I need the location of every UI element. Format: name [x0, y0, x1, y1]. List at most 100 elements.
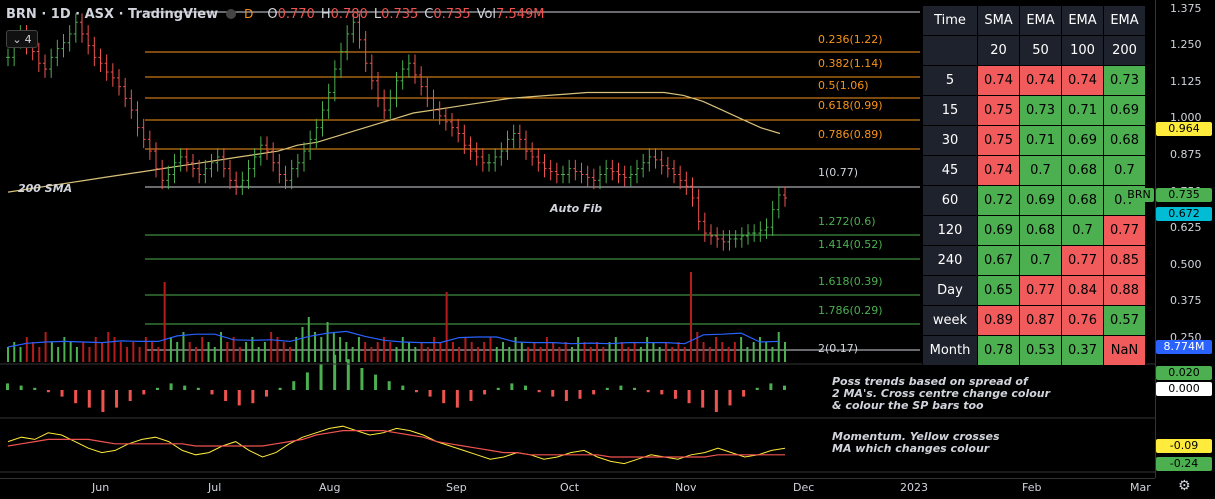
table-period-cell: 200 — [1103, 35, 1146, 66]
oscillator-bar — [33, 387, 37, 390]
fib-label: 0.236(1.22) — [818, 33, 883, 46]
table-row: 600.720.690.680.7 — [922, 185, 1146, 216]
table-cell: 0.85 — [1103, 245, 1146, 276]
fib-label: 0.382(1.14) — [818, 57, 883, 70]
table-cell: 0.77 — [1103, 215, 1146, 246]
indicator-count: 4 — [24, 32, 32, 46]
price-chart[interactable] — [0, 0, 1155, 478]
table-period-cell — [922, 35, 978, 66]
oscillator-bars — [6, 354, 786, 412]
table-row: Day 0.65 0.77 0.84 0.88 — [922, 275, 1146, 306]
momentum-tag: -0.09 — [1156, 439, 1212, 453]
oscillator-bar — [605, 387, 609, 390]
table-cell: 0.78 — [977, 335, 1020, 366]
oscillator-bar — [483, 390, 487, 395]
oscillator-bar — [442, 390, 446, 404]
indicators-collapse-button[interactable]: ⌄ 4 — [6, 30, 38, 48]
table-cell: 0.73 — [1103, 65, 1146, 96]
ohlc-value: 0.780 — [330, 6, 368, 22]
oscillator-bar — [74, 390, 78, 404]
price-tag: 0.964 — [1156, 122, 1212, 136]
table-cell: 0.68 — [1061, 155, 1104, 186]
momentum-tag: -0.24 — [1156, 457, 1212, 471]
oscillator-bar — [401, 385, 405, 390]
oscillator-bar — [265, 390, 268, 397]
price-tick: 0.875 — [1170, 148, 1202, 161]
osc-tag: 0.020 — [1156, 366, 1212, 380]
oscillator-bar — [237, 390, 241, 406]
oscillator-bar — [19, 385, 23, 390]
table-row: 15 0.75 0.73 0.71 0.69 — [922, 95, 1146, 126]
ohlc-key: L — [373, 6, 382, 22]
oscillator-bar — [414, 390, 418, 393]
table-header-cell: EMA — [1061, 5, 1104, 36]
price-tick: 0.500 — [1170, 258, 1202, 271]
table-cell: 0.74 — [1019, 65, 1062, 96]
gear-icon[interactable]: ⚙ — [1178, 478, 1191, 494]
oscillator-bar — [374, 374, 378, 390]
oscillator-bar — [469, 390, 473, 401]
table-row-label: 5 — [922, 65, 978, 96]
table-row: 30 0.75 0.71 0.69 0.68 — [922, 125, 1146, 156]
table-row: 120 0.69 0.68 0.7 0.77 — [922, 215, 1146, 246]
table-row-label: 120 — [922, 215, 978, 246]
fib-label: 1(0.77) — [818, 166, 859, 179]
ohlc-value: 0.735 — [433, 6, 471, 22]
table-cell: 0.68 — [1103, 125, 1146, 156]
oscillator-bar — [346, 359, 350, 390]
table-cell: 0.68 — [1019, 215, 1062, 246]
table-header-cell: Time — [922, 5, 978, 36]
momentum-ma-line — [7, 430, 785, 458]
price-axis[interactable] — [1155, 0, 1215, 478]
oscillator-bar — [360, 368, 364, 390]
table-cell: 0.72 — [977, 185, 1020, 216]
table-cell: 0.57 — [1103, 305, 1146, 336]
trend-note: Poss trends based on spread of 2 MA's. C… — [832, 376, 1050, 412]
time-tick: Nov — [675, 481, 697, 494]
delay-badge: D — [244, 7, 254, 21]
oscillator-bar — [6, 383, 9, 390]
table-row: week 0.89 0.87 0.76 0.57 — [922, 305, 1146, 336]
symbol-title[interactable]: BRN · 1D · ASX · TradingView — [6, 6, 219, 22]
oscillator-bar — [115, 390, 119, 408]
oscillator-bar — [278, 387, 282, 390]
table-cell: 0.65 — [977, 275, 1020, 306]
oscillator-bar — [496, 387, 500, 390]
fib-label: 0.5(1.06) — [818, 79, 869, 92]
fib-label: 0.618(0.99) — [818, 99, 883, 112]
fib-label: 1.414(0.52) — [818, 238, 883, 251]
table-cell: 0.89 — [977, 305, 1020, 336]
price-tick: 1.375 — [1170, 2, 1202, 15]
table-row: 45 0.74 0.7 0.68 0.7 — [922, 155, 1146, 186]
oscillator-bar — [619, 385, 623, 390]
momentum-line — [7, 425, 786, 465]
table-row-label: 60 — [922, 185, 978, 216]
table-cell: 0.69 — [1019, 185, 1062, 216]
price-tick: 0.375 — [1170, 294, 1202, 307]
table-header-cell: SMA — [977, 5, 1020, 36]
table-cell: 0.68 — [1061, 185, 1104, 216]
oscillator-bar — [728, 390, 732, 406]
table-period-row: 20 50 100 200 — [922, 35, 1146, 66]
momentum-lines — [7, 425, 786, 465]
oscillator-bar — [169, 383, 173, 390]
price-tick: 0.625 — [1170, 221, 1202, 234]
table-cell: 0.7 — [1103, 155, 1146, 186]
sma200-path — [7, 91, 781, 193]
oscillator-bar — [428, 390, 432, 397]
fib-label: 0.786(0.89) — [818, 128, 883, 141]
time-tick: Mar — [1130, 481, 1151, 494]
price-tick: 1.125 — [1170, 75, 1202, 88]
oscillator-bar — [633, 387, 637, 390]
table-cell: 0.73 — [1019, 95, 1062, 126]
time-axis[interactable] — [0, 478, 1155, 499]
oscillator-bar — [87, 390, 91, 408]
table-row: 240 0.67 0.7 0.77 0.85 — [922, 245, 1146, 276]
oscillator-bar — [128, 390, 132, 401]
time-tick: Oct — [560, 481, 580, 494]
time-tick: Jun — [92, 481, 110, 494]
oscillator-bar — [783, 385, 786, 390]
oscillator-bar — [142, 390, 146, 395]
status-dot-icon — [226, 9, 237, 19]
time-tick: Sep — [446, 481, 467, 494]
